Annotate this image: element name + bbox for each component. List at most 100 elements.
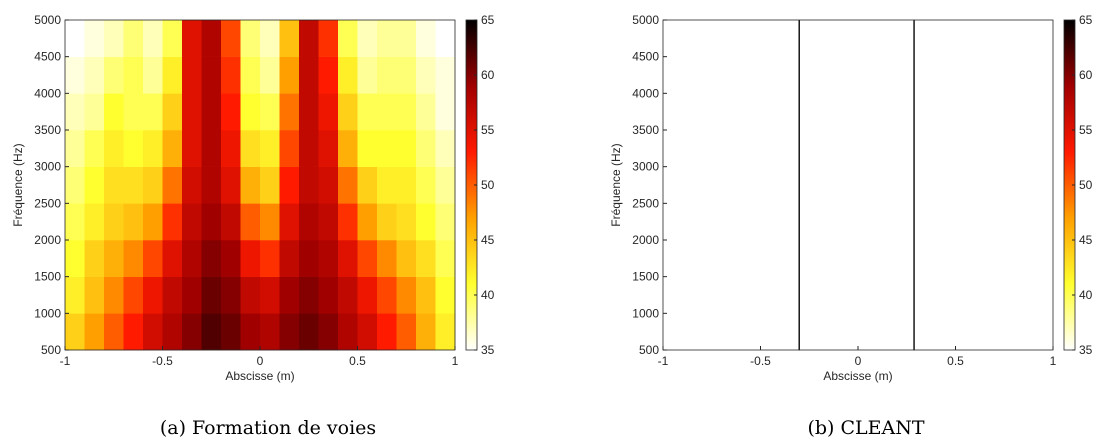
heat-cell — [162, 203, 183, 241]
heat-cell — [240, 93, 261, 131]
y-tick-label: 2500 — [34, 196, 61, 210]
heat-cell — [377, 130, 397, 167]
heat-cell — [377, 313, 397, 351]
heat-cell — [84, 20, 105, 57]
heat-cell — [65, 20, 85, 57]
heat-cell — [123, 56, 144, 94]
heat-cell — [396, 276, 417, 314]
heat-cell — [84, 56, 105, 94]
heat-cell — [260, 56, 280, 94]
heat-cell — [377, 240, 397, 277]
x-axis-label: Abscisse (m) — [823, 369, 892, 383]
heat-cell — [65, 203, 85, 241]
y-tick-label: 2500 — [632, 196, 659, 210]
heat-cell — [914, 20, 1054, 351]
y-axis-label: Fréquence (Hz) — [609, 143, 623, 226]
heat-cell — [221, 56, 241, 94]
heat-cell — [435, 20, 456, 57]
y-tick-label: 1000 — [34, 306, 61, 320]
heat-cell — [318, 20, 339, 57]
heat-cell — [162, 20, 183, 57]
heat-cell — [435, 313, 456, 351]
x-tick-label: -1 — [658, 354, 669, 368]
heat-cell — [357, 276, 378, 314]
heat-cell — [65, 56, 85, 94]
caption: (a) Formation de voies — [160, 417, 376, 437]
y-tick-label: 5000 — [34, 13, 61, 27]
heat-cell — [318, 313, 339, 351]
heat-cell — [396, 240, 417, 277]
heat-cell — [201, 276, 222, 314]
heat-cell — [396, 203, 417, 241]
x-axis-label: Abscisse (m) — [225, 369, 294, 383]
y-tick-label: 2000 — [34, 233, 61, 247]
heat-cell — [435, 130, 456, 167]
y-tick-label: 4500 — [34, 50, 61, 64]
heat-cell — [357, 240, 378, 277]
y-tick-label: 4500 — [632, 50, 659, 64]
heat-cell — [279, 203, 300, 241]
heat-cell — [240, 203, 261, 241]
heat-cell — [318, 240, 339, 277]
heat-cell — [396, 130, 417, 167]
heat-cell — [240, 166, 261, 204]
heat-cell — [221, 203, 241, 241]
heat-cell — [143, 93, 163, 131]
heat-cell — [104, 56, 124, 94]
heat-cell — [416, 56, 436, 94]
heat-cell — [663, 20, 799, 351]
heat-cell — [104, 166, 124, 204]
heat-cell — [416, 313, 436, 351]
x-tick-label: 1 — [452, 354, 459, 368]
heat-cell — [318, 166, 339, 204]
heat-cell — [913, 20, 916, 351]
heat-cell — [279, 166, 300, 204]
heat-cell — [416, 20, 436, 57]
heat-cell — [162, 93, 183, 131]
heat-cell — [65, 313, 85, 351]
heat-cell — [357, 130, 378, 167]
heat-cell — [299, 130, 319, 167]
colorbar-tick-label: 55 — [1079, 123, 1093, 137]
y-tick-label: 1500 — [34, 270, 61, 284]
colorbar-tick-label: 40 — [1079, 288, 1093, 302]
heat-cell — [65, 166, 85, 204]
colorbar-tick-label: 60 — [1079, 68, 1093, 82]
heat-cell — [221, 276, 241, 314]
heat-cell — [299, 313, 319, 351]
heat-cell — [201, 20, 222, 57]
heat-cell — [377, 276, 397, 314]
y-tick-label: 500 — [639, 343, 659, 357]
heat-cell — [221, 166, 241, 204]
heat-cell — [338, 130, 358, 167]
y-tick-label: 4000 — [34, 86, 61, 100]
heat-cell — [104, 240, 124, 277]
colorbar-tick-label: 60 — [481, 68, 495, 82]
y-tick-label: 3000 — [34, 160, 61, 174]
heat-cell — [201, 130, 222, 167]
heat-cell — [318, 203, 339, 241]
colorbar-tick-label: 45 — [481, 233, 495, 247]
y-axis-label: Fréquence (Hz) — [11, 143, 25, 226]
heat-cell — [435, 240, 456, 277]
heat-cell — [143, 56, 163, 94]
heat-cell — [201, 56, 222, 94]
heat-cell — [435, 276, 456, 314]
heat-cell — [201, 240, 222, 277]
heat-cell — [299, 166, 319, 204]
heat-cell — [143, 166, 163, 204]
y-tick-label: 5000 — [632, 13, 659, 27]
heat-cell — [260, 203, 280, 241]
heat-cell — [182, 20, 202, 57]
heat-cell — [201, 313, 222, 351]
heat-cell — [338, 20, 358, 57]
y-tick-label: 500 — [41, 343, 61, 357]
heat-cell — [123, 313, 144, 351]
heat-cell — [357, 20, 378, 57]
heat-cell — [84, 203, 105, 241]
heat-cell — [221, 240, 241, 277]
heat-cell — [279, 240, 300, 277]
heat-cell — [357, 313, 378, 351]
heat-cell — [143, 276, 163, 314]
